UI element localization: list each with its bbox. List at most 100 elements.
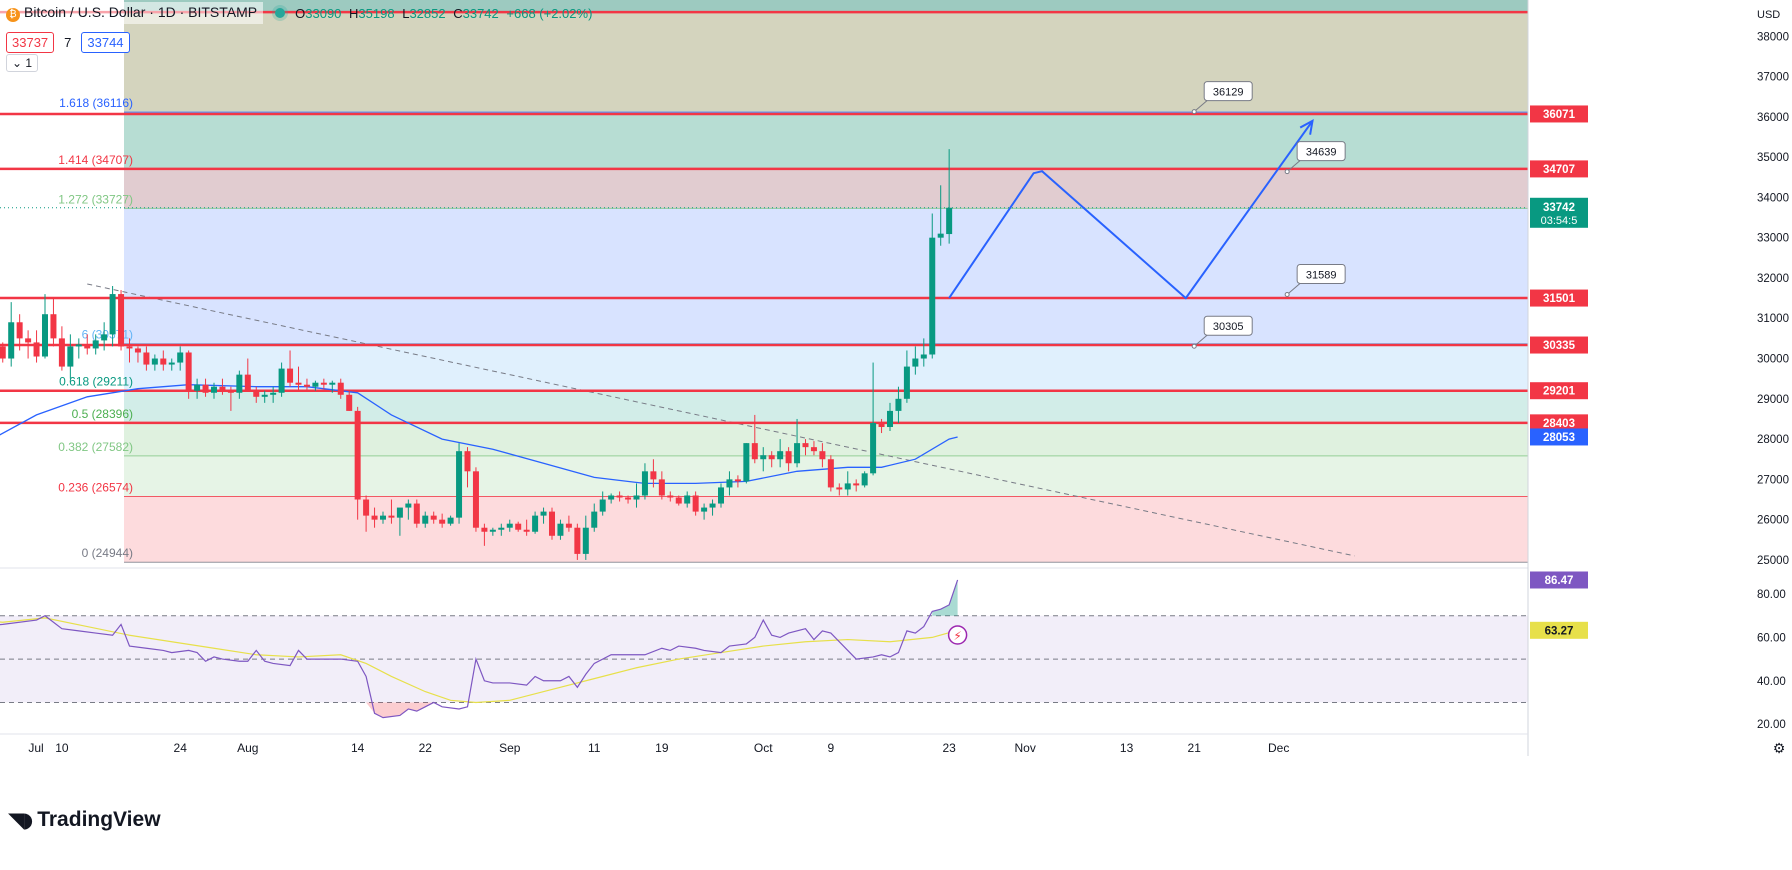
rsi-value-tag-bg [1530, 571, 1588, 589]
fib-zone [124, 112, 1528, 169]
candle-body [870, 422, 877, 474]
time-tick-label: 22 [419, 741, 433, 755]
candle [126, 338, 133, 363]
high-label: H [349, 5, 359, 21]
candle [751, 414, 758, 464]
candle-body [413, 503, 420, 524]
candle-body [312, 382, 319, 387]
candle-body [380, 515, 386, 520]
low-value: 32852 [409, 5, 446, 21]
candle [565, 515, 572, 532]
fib-zone [124, 390, 1528, 424]
candle-body [109, 294, 116, 335]
candle [33, 330, 40, 363]
close-label: C [453, 5, 463, 21]
candle [261, 390, 268, 403]
fib-level-label: 0.236 (26574) [58, 481, 133, 495]
candle-body [760, 455, 767, 460]
candle [515, 521, 522, 532]
callout-label: 36129 [1213, 87, 1244, 99]
candle [574, 523, 581, 560]
price-tick-label: 36000 [1757, 112, 1789, 124]
high-value: 35198 [358, 5, 395, 21]
candle-body [33, 342, 40, 357]
candle-body [227, 390, 234, 393]
candle-body [84, 344, 91, 349]
callout-label: 31589 [1306, 270, 1337, 282]
candle-body [836, 487, 843, 490]
fib-zone [124, 168, 1528, 209]
fib-level-label: 0.5 (28396) [72, 407, 133, 421]
change-value: +668 (+2.02%) [506, 5, 593, 21]
candle [25, 330, 32, 359]
candle-body [819, 451, 826, 460]
candle [422, 511, 429, 528]
candle [50, 298, 57, 347]
candle-body [929, 237, 936, 355]
callout-box [1203, 315, 1253, 336]
price-callout: 31589 [1284, 264, 1346, 298]
candle-body [777, 451, 784, 460]
indicators-toggle[interactable]: ⌄ 1 [6, 54, 39, 72]
candle-body [844, 483, 851, 490]
fib-level-label: 1.414 (34707) [58, 153, 133, 167]
candle [684, 491, 691, 508]
candle-body [633, 495, 640, 500]
resistance-tag: 30335 [1530, 336, 1588, 354]
candle-body [405, 503, 412, 508]
candle-body [768, 455, 775, 460]
candle-body [861, 473, 868, 486]
fib-level-label: 1.272 (33727) [58, 192, 133, 206]
resistance-tag-text: 29201 [1543, 386, 1576, 398]
rsi-tick-label: 40.00 [1757, 676, 1786, 688]
buy-button[interactable]: 33744 [81, 32, 130, 53]
market-status-icon [275, 8, 286, 18]
candle [439, 513, 446, 528]
candle-body [506, 523, 513, 528]
symbol-title[interactable]: ₿ Bitcoin / U.S. Dollar · 1D · BITSTAMP [0, 2, 264, 24]
rsi-oversold-fill [366, 702, 434, 718]
open-label: O [295, 5, 306, 21]
candle [287, 350, 294, 387]
resistance-tag-text: 34707 [1543, 164, 1575, 176]
price-tick-label: 31000 [1757, 313, 1789, 325]
time-tick-label: 9 [828, 741, 835, 755]
candle-body [625, 497, 632, 500]
fib-zone [124, 208, 1528, 344]
candle-body [523, 529, 530, 532]
candle [354, 406, 361, 520]
candle-body [903, 366, 910, 399]
price-tick-label: 25000 [1757, 555, 1789, 567]
candle [937, 185, 944, 246]
time-tick-label: 10 [55, 741, 69, 755]
resistance-tag: 28403 [1530, 414, 1588, 432]
candle-body [718, 487, 724, 504]
candle-body [794, 443, 801, 464]
candle-body [616, 495, 623, 498]
candle [785, 447, 792, 472]
candle-body [75, 344, 82, 347]
price-tick-label: 30000 [1757, 354, 1789, 366]
tradingview-logo[interactable]: ◥◗ TradingView [8, 808, 161, 832]
candle-body [574, 527, 581, 554]
sell-button[interactable]: 33737 [6, 32, 55, 53]
resistance-tag: 31501 [1530, 289, 1588, 307]
flash-icon-glyph: ⚡ [953, 629, 961, 643]
projection-path [948, 120, 1314, 300]
candle-body [219, 386, 226, 391]
callout-label: 30305 [1213, 321, 1244, 333]
candle-body [42, 314, 48, 357]
candle-body [802, 443, 809, 448]
callout-leader [1193, 333, 1209, 347]
candle [667, 491, 674, 502]
price-tick-label: 38000 [1757, 31, 1789, 43]
candle [650, 459, 657, 488]
candle [185, 350, 192, 399]
rsi-ma-value-tag: 63.27 [1530, 621, 1588, 639]
candle-body [396, 507, 403, 518]
candle-body [261, 394, 268, 397]
candle-body [726, 479, 733, 488]
candle [599, 491, 606, 516]
price-tick-label: 32000 [1757, 273, 1789, 285]
